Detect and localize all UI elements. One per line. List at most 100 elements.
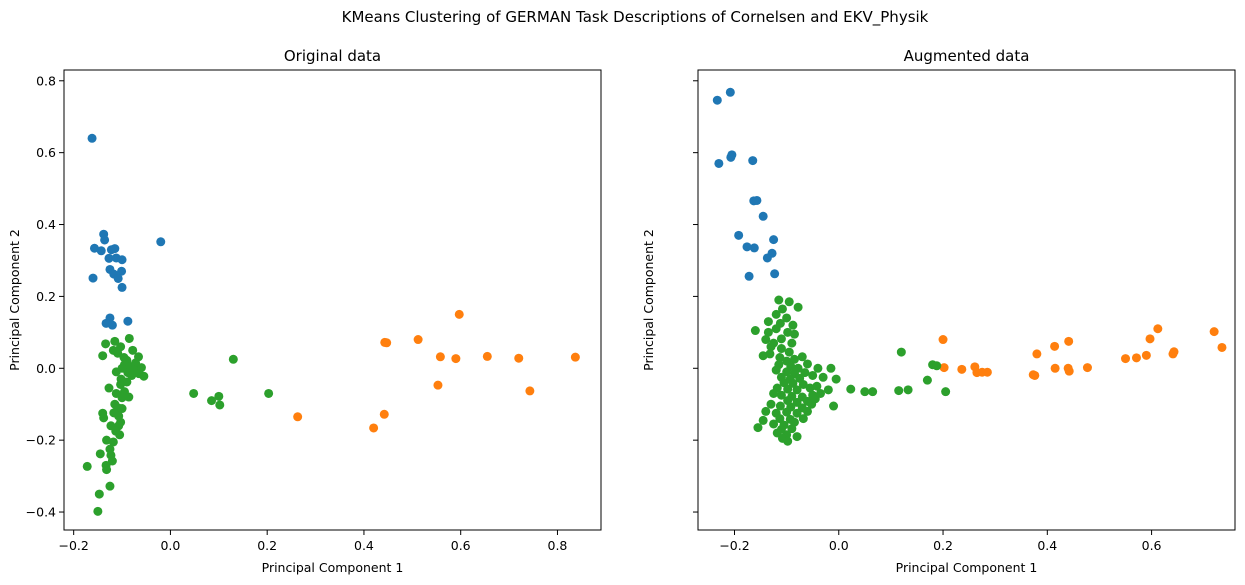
point-cluster-2 <box>111 367 121 377</box>
point-cluster-0 <box>714 158 724 168</box>
point-cluster-0 <box>734 230 744 240</box>
point-cluster-2 <box>763 327 773 337</box>
point-cluster-1 <box>525 386 535 396</box>
point-cluster-0 <box>123 316 133 326</box>
point-cluster-2 <box>788 320 798 330</box>
points-augmented <box>712 87 1227 446</box>
point-cluster-1 <box>369 423 379 433</box>
point-cluster-0 <box>770 269 780 279</box>
point-cluster-0 <box>104 253 114 263</box>
point-cluster-1 <box>379 409 389 419</box>
point-cluster-2 <box>771 324 781 334</box>
point-cluster-2 <box>823 385 833 395</box>
point-cluster-2 <box>789 329 799 339</box>
point-cluster-2 <box>124 392 134 402</box>
point-cluster-1 <box>1064 336 1074 346</box>
point-cluster-2 <box>139 371 149 381</box>
point-cluster-1 <box>433 380 443 390</box>
point-cluster-2 <box>776 334 786 344</box>
y-tick-label-original: 0.0 <box>36 361 56 376</box>
plot-frame-augmented <box>697 69 1236 531</box>
point-cluster-2 <box>776 344 786 354</box>
point-cluster-1 <box>1050 363 1060 373</box>
point-cluster-2 <box>750 326 760 336</box>
point-cluster-2 <box>813 363 823 373</box>
point-cluster-2 <box>896 347 906 357</box>
point-cluster-2 <box>128 345 138 355</box>
point-cluster-1 <box>1032 349 1042 359</box>
point-cluster-2 <box>117 393 127 403</box>
point-cluster-2 <box>894 386 904 396</box>
point-cluster-1 <box>1209 327 1219 337</box>
y-tick-label-original: −0.4 <box>26 505 56 520</box>
point-cluster-1 <box>1141 350 1151 360</box>
point-cluster-1 <box>1030 370 1040 380</box>
point-cluster-1 <box>982 367 992 377</box>
point-cluster-2 <box>860 387 870 397</box>
point-cluster-2 <box>215 400 225 410</box>
point-cluster-2 <box>766 399 776 409</box>
point-cluster-2 <box>127 370 137 380</box>
point-cluster-2 <box>115 430 125 440</box>
x-axis-label-original: Principal Component 1 <box>262 560 404 575</box>
x-tick-label-original: 0.2 <box>257 538 277 553</box>
point-cluster-2 <box>792 408 802 418</box>
point-cluster-2 <box>108 437 118 447</box>
point-cluster-2 <box>802 406 812 416</box>
point-cluster-2 <box>783 384 793 394</box>
point-cluster-2 <box>784 297 794 307</box>
figure-title: KMeans Clustering of GERMAN Task Descrip… <box>342 8 929 27</box>
point-cluster-2 <box>777 304 787 314</box>
y-tick-label-original: 0.4 <box>36 217 56 232</box>
point-cluster-2 <box>922 375 932 385</box>
point-cluster-0 <box>87 133 97 143</box>
point-cluster-2 <box>214 391 224 401</box>
point-cluster-2 <box>800 368 810 378</box>
point-cluster-2 <box>104 383 114 393</box>
x-tick-label-original: 0.0 <box>160 538 180 553</box>
ticks-augmented: −0.2 0.0 0.2 0.4 0.6 <box>693 80 1162 553</box>
point-cluster-2 <box>763 317 773 327</box>
point-cluster-2 <box>124 333 134 343</box>
point-cluster-0 <box>88 273 98 283</box>
point-cluster-2 <box>798 379 808 389</box>
y-tick-label-original: 0.2 <box>36 289 56 304</box>
point-cluster-2 <box>788 378 798 388</box>
point-cluster-2 <box>787 338 797 348</box>
point-cluster-2 <box>783 436 793 446</box>
point-cluster-2 <box>107 456 117 466</box>
point-cluster-2 <box>816 388 826 398</box>
y-axis-label-augmented: Principal Component 2 <box>641 229 656 371</box>
point-cluster-1 <box>1145 334 1155 344</box>
point-cluster-2 <box>105 481 115 491</box>
point-cluster-2 <box>771 365 781 375</box>
points-original <box>82 133 580 516</box>
point-cluster-2 <box>99 413 109 423</box>
y-axis-label-original: Principal Component 2 <box>7 229 22 371</box>
point-cluster-1 <box>482 351 492 361</box>
point-cluster-2 <box>758 351 768 361</box>
point-cluster-2 <box>792 385 802 395</box>
point-cluster-2 <box>782 407 792 417</box>
point-cluster-2 <box>776 390 786 400</box>
point-cluster-2 <box>753 423 763 433</box>
point-cluster-2 <box>93 506 103 516</box>
point-cluster-2 <box>831 374 841 384</box>
point-cluster-2 <box>818 372 828 382</box>
point-cluster-2 <box>758 415 768 425</box>
point-cluster-2 <box>769 388 779 398</box>
point-cluster-2 <box>228 354 238 364</box>
scatter-panel-original: Original data Principal Component 1 Prin… <box>7 47 602 575</box>
point-cluster-0 <box>113 273 123 283</box>
point-cluster-0 <box>748 156 758 166</box>
point-cluster-2 <box>932 361 942 371</box>
point-cluster-2 <box>771 309 781 319</box>
x-tick-label-augmented: 0.6 <box>1142 538 1162 553</box>
point-cluster-0 <box>726 152 736 162</box>
point-cluster-2 <box>868 387 878 397</box>
point-cluster-0 <box>117 266 127 276</box>
x-tick-label-original: −0.2 <box>58 538 88 553</box>
point-cluster-1 <box>413 335 423 345</box>
point-cluster-2 <box>761 335 771 345</box>
